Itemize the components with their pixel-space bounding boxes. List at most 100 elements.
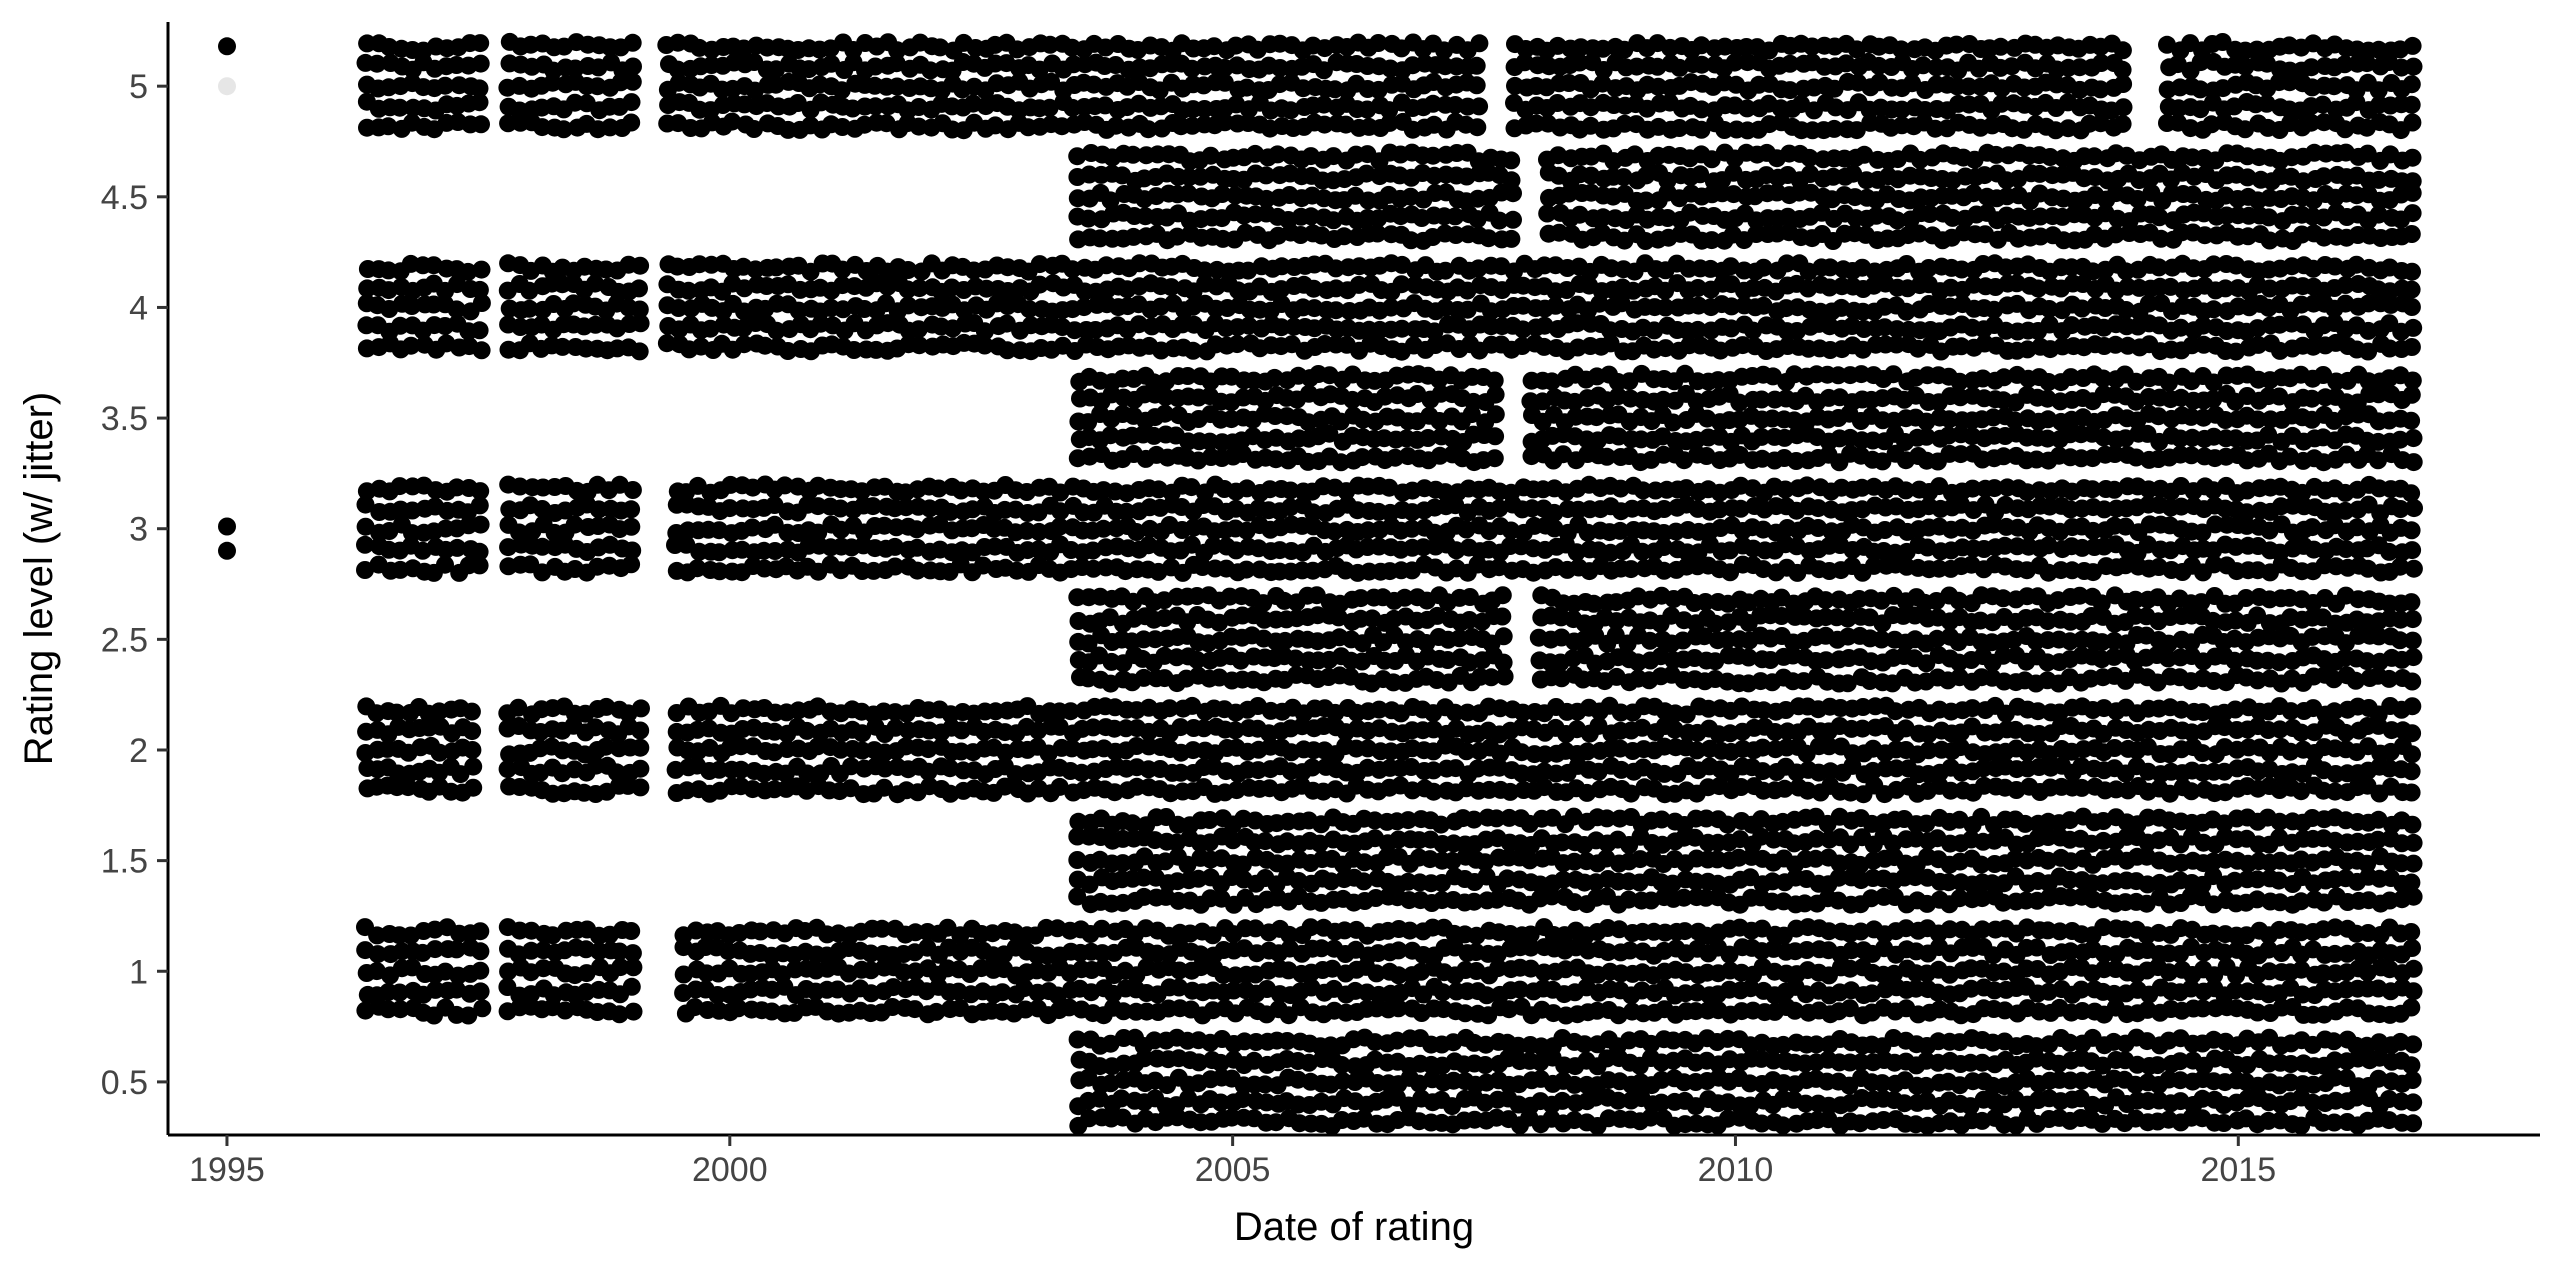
data-point	[1213, 185, 1232, 203]
data-point	[2150, 208, 2169, 227]
data-point	[1268, 145, 1287, 164]
data-point	[1691, 165, 1710, 184]
data-point	[459, 262, 477, 281]
data-point	[1479, 229, 1498, 248]
data-point	[464, 778, 483, 797]
faint-data-point	[218, 77, 236, 96]
data-point	[1424, 146, 1442, 165]
data-point	[1124, 145, 1142, 164]
data-point	[471, 34, 490, 53]
data-point	[975, 322, 994, 341]
data-point	[464, 757, 483, 776]
data-point	[1101, 191, 1120, 210]
data-point	[1570, 53, 1589, 72]
data-point	[2106, 225, 2125, 244]
data-point	[998, 341, 1017, 360]
data-point	[470, 93, 489, 112]
data-point	[866, 97, 885, 116]
series-level-4	[357, 254, 2423, 361]
data-point	[2402, 593, 2421, 612]
data-point	[2113, 114, 2132, 133]
series-level-2-5	[1068, 586, 2423, 693]
data-point	[1304, 279, 1323, 298]
data-point	[1494, 653, 1513, 672]
data-point	[2302, 58, 2321, 77]
data-point	[2402, 75, 2421, 94]
data-point	[1538, 204, 1557, 223]
data-point	[447, 300, 466, 319]
data-point	[669, 299, 688, 317]
data-point	[622, 500, 641, 519]
data-point	[1257, 166, 1276, 185]
data-point	[2402, 95, 2421, 114]
data-point	[2405, 499, 2423, 518]
data-point	[218, 541, 236, 560]
data-point	[470, 321, 489, 340]
data-point	[2402, 521, 2421, 540]
data-point	[745, 120, 763, 138]
data-point	[1502, 171, 1521, 190]
data-point	[471, 54, 490, 73]
data-point	[470, 280, 489, 299]
data-point	[1139, 120, 1158, 139]
data-point	[390, 98, 409, 117]
data-point	[910, 336, 929, 355]
data-point	[2259, 208, 2278, 227]
series-level-4-5	[1068, 143, 2422, 250]
data-point	[909, 320, 928, 339]
data-point	[1393, 319, 1411, 338]
data-point	[767, 258, 786, 277]
data-point	[1692, 55, 1711, 74]
data-point	[630, 300, 649, 319]
data-point	[1781, 81, 1799, 100]
data-point	[630, 279, 648, 298]
data-point	[631, 256, 650, 275]
data-point	[368, 54, 386, 73]
data-point	[1910, 224, 1929, 243]
data-point	[631, 778, 650, 797]
data-point	[2404, 318, 2423, 337]
data-point	[832, 81, 851, 100]
data-point	[1504, 210, 1522, 229]
data-point	[1800, 148, 1819, 167]
data-point	[1781, 54, 1799, 73]
data-point	[2238, 168, 2257, 187]
data-point	[1490, 211, 1509, 230]
data-point	[2403, 541, 2422, 560]
data-point	[1493, 607, 1512, 626]
data-point	[1825, 119, 1844, 138]
data-point	[1692, 120, 1711, 139]
data-point	[218, 37, 236, 56]
data-point	[1272, 318, 1291, 337]
data-point	[1725, 53, 1744, 72]
data-point	[1281, 101, 1300, 120]
data-point	[623, 72, 642, 91]
data-point	[631, 759, 650, 778]
data-point	[1847, 121, 1866, 140]
data-point	[436, 76, 455, 95]
data-point	[997, 314, 1016, 333]
data-point	[2302, 113, 2321, 132]
series-level-2	[356, 696, 2422, 804]
data-point	[630, 342, 649, 361]
data-point	[2314, 167, 2333, 186]
data-point	[1369, 34, 1388, 52]
data-point	[2402, 484, 2421, 503]
data-point	[668, 33, 687, 52]
data-point	[402, 336, 420, 355]
data-point	[2403, 262, 2421, 281]
data-point	[1368, 224, 1387, 243]
data-point	[2402, 225, 2421, 243]
data-point	[2403, 148, 2422, 167]
data-point	[622, 113, 641, 132]
data-point	[2404, 559, 2423, 578]
data-point	[1486, 405, 1505, 424]
data-point	[1914, 56, 1933, 75]
data-point	[470, 542, 489, 561]
data-point	[1485, 371, 1504, 390]
data-point	[975, 336, 994, 355]
data-point	[1068, 147, 1087, 166]
data-point	[2403, 610, 2422, 629]
data-point	[899, 296, 918, 315]
